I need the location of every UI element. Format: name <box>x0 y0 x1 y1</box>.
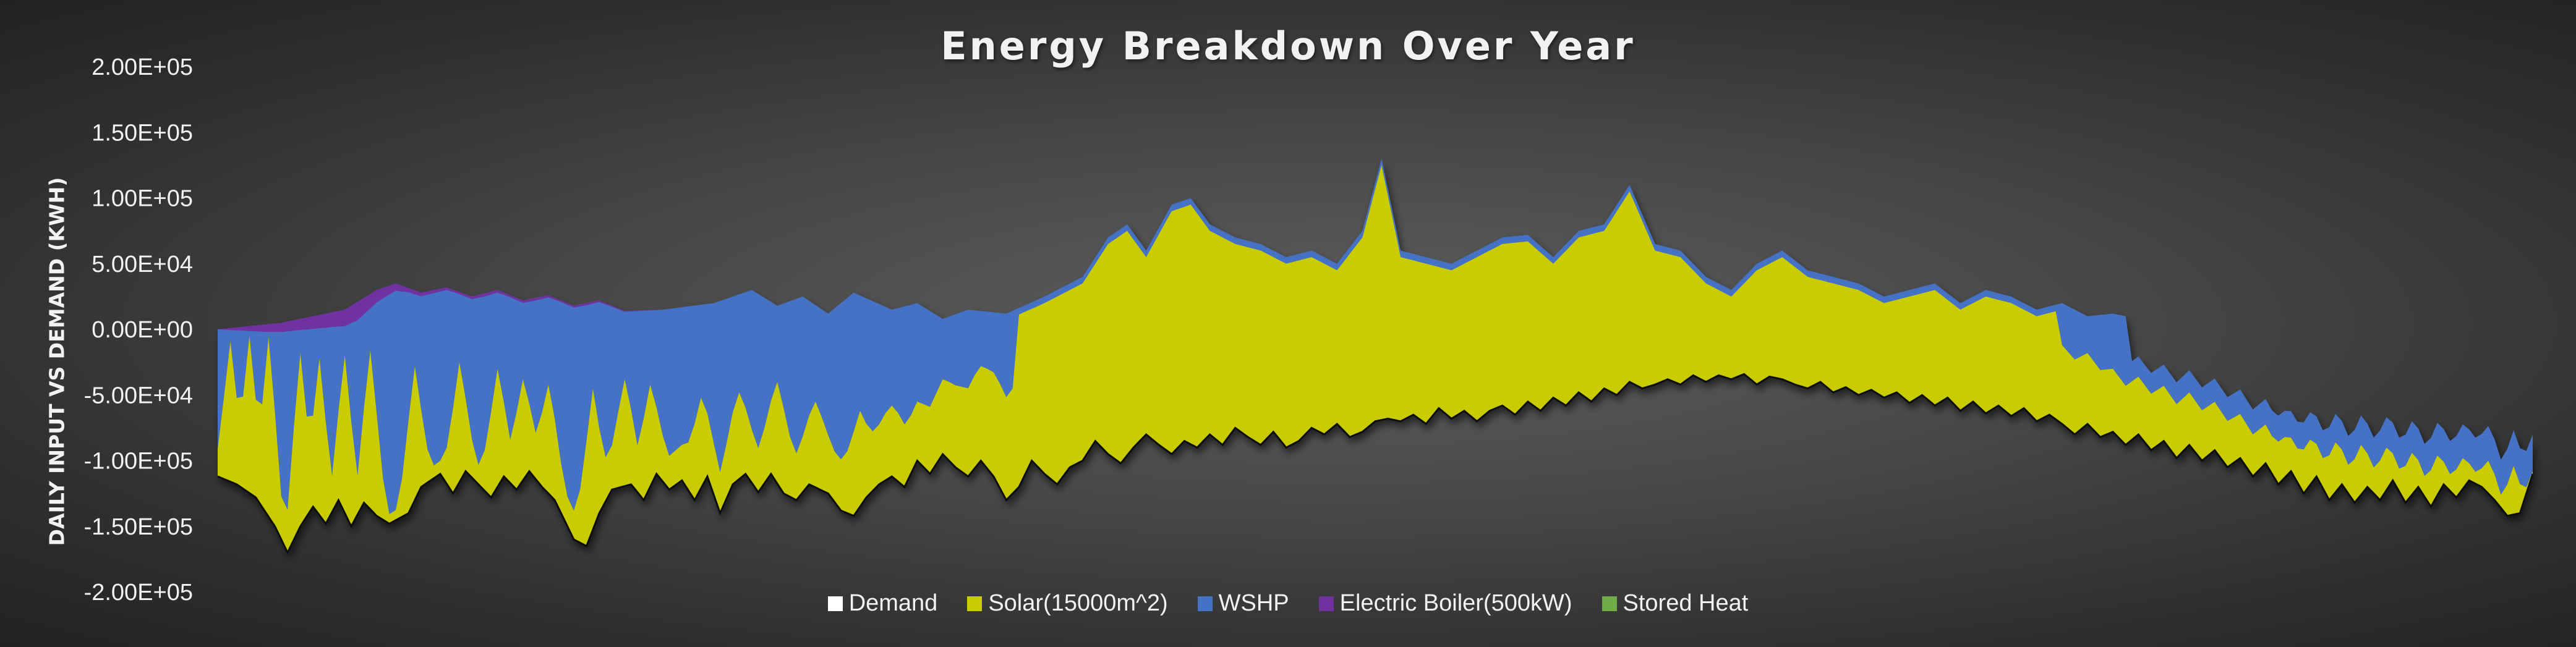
legend-swatch <box>1318 596 1334 611</box>
legend-label: Stored Heat <box>1623 590 1749 616</box>
y-tick-label: 5.00E+04 <box>92 252 193 277</box>
legend-swatch <box>1601 596 1617 611</box>
series-areas <box>217 158 2534 555</box>
y-tick-label: -1.50E+05 <box>84 514 193 540</box>
y-tick-label: 2.00E+05 <box>92 54 193 80</box>
y-tick-label: -1.00E+05 <box>84 449 193 475</box>
legend-label: Demand <box>848 590 938 616</box>
legend-swatch <box>1197 596 1213 611</box>
legend-swatch <box>967 596 983 611</box>
legend-label: Electric Boiler(500kW) <box>1339 590 1572 616</box>
legend-label: Solar(15000m^2) <box>988 590 1168 616</box>
series-area-wshp <box>218 158 2533 514</box>
legend: Demand Solar(15000m^2) WSHP Electric Boiler… <box>0 590 2576 617</box>
legend-item: Demand <box>827 590 938 617</box>
series-area-solar <box>218 165 2533 553</box>
legend-item: WSHP <box>1197 590 1289 617</box>
y-tick-label: -2.00E+05 <box>84 580 193 606</box>
chart-title: Energy Breakdown Over Year <box>940 23 1636 69</box>
y-axis-ticks: 2.00E+05 1.50E+05 1.00E+05 5.00E+04 0.00E+00… <box>84 54 193 606</box>
y-tick-label: 0.00E+00 <box>92 317 193 343</box>
legend-swatch <box>827 596 843 611</box>
y-tick-label: -5.00E+04 <box>84 383 193 408</box>
legend-item: Stored Heat <box>1601 590 1749 617</box>
series-line-demand <box>217 373 2534 555</box>
legend-item: Solar(15000m^2) <box>967 590 1168 617</box>
y-tick-label: 1.00E+05 <box>92 186 193 212</box>
legend-label: WSHP <box>1218 590 1289 616</box>
legend-item: Electric Boiler(500kW) <box>1318 590 1572 617</box>
y-tick-label: 1.50E+05 <box>92 120 193 146</box>
